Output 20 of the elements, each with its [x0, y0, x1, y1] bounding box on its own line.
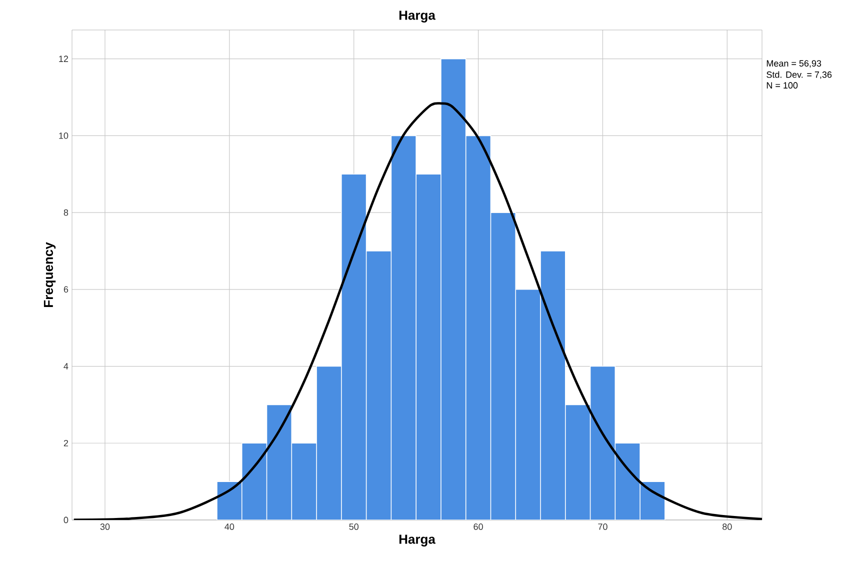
y-tick-label: 12	[59, 56, 68, 62]
x-axis-title: Harga	[399, 534, 436, 546]
y-tick-label: 0	[64, 516, 68, 524]
chart-title: Harga	[399, 10, 436, 22]
x-tick-label: 60	[474, 524, 483, 530]
x-tick-label: 50	[349, 524, 359, 530]
text: N = 100	[766, 82, 798, 89]
text: Std. Dev. = 7,36	[766, 71, 832, 79]
x-tick-label: 30	[100, 524, 110, 530]
text: Mean = 56,93	[766, 60, 822, 68]
y-tick-label: 2	[64, 440, 68, 446]
y-tick-label: 10	[59, 132, 68, 139]
x-tick-label: 70	[598, 524, 608, 530]
y-tick-label: 8	[64, 209, 68, 216]
x-tick-label: 40	[224, 524, 234, 530]
y-axis-title: Frequency	[44, 242, 56, 307]
x-tick-label: 80	[722, 524, 732, 530]
y-tick-label: 6	[64, 286, 68, 293]
y-tick-label: 4	[64, 363, 68, 370]
line-series	[72, 102, 762, 520]
